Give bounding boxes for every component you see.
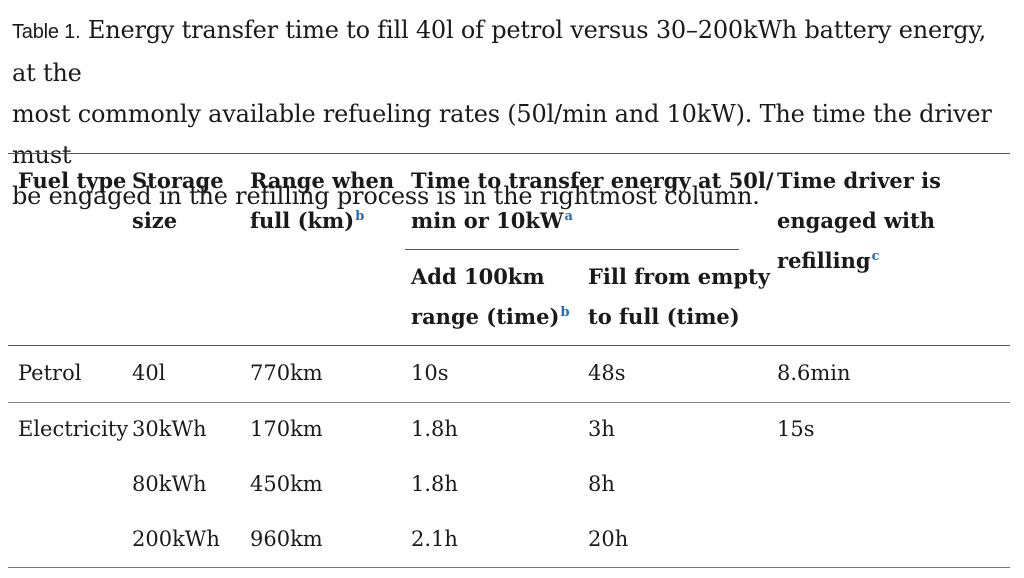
caption-line-1: Table 1. Energy transfer time to fill 40… — [12, 16, 987, 87]
cell-add-time: 10s — [411, 361, 449, 385]
header-storage-size: Storage size — [132, 168, 224, 233]
cell-range: 450km — [250, 472, 323, 496]
header-range: Range when full (km)b — [250, 168, 395, 233]
footnote-b-link[interactable]: b — [560, 305, 570, 320]
table-bottom-rule — [8, 567, 1010, 568]
cell-driver-time: 8.6min — [777, 361, 851, 385]
cell-fill-time: 3h — [588, 417, 615, 441]
footnote-b-link[interactable]: b — [355, 209, 365, 224]
caption-label: Table 1. — [12, 21, 81, 43]
header-add-100km: Add 100km range (time)b — [411, 264, 570, 329]
cell-storage: 80kWh — [132, 472, 207, 496]
cell-fill-time: 20h — [588, 527, 629, 551]
cell-storage: 30kWh — [132, 417, 207, 441]
cell-range: 960km — [250, 527, 323, 551]
table-caption: Table 1. Energy transfer time to fill 40… — [12, 10, 1012, 217]
cell-storage: 40l — [132, 361, 166, 385]
cell-fill-time: 48s — [588, 361, 626, 385]
caption-line-2: most commonly available refueling rates … — [12, 100, 992, 169]
row-separator — [8, 402, 1010, 403]
header-driver-engaged: Time driver is engaged with refillingc — [777, 168, 941, 273]
cell-add-time: 1.8h — [411, 417, 458, 441]
header-fill-empty: Fill from empty to full (time) — [588, 264, 770, 329]
cell-range: 770km — [250, 361, 323, 385]
cell-add-time: 2.1h — [411, 527, 458, 551]
cell-storage: 200kWh — [132, 527, 220, 551]
header-bottom-rule — [8, 345, 1010, 346]
header-transfer-time: Time to transfer energy at 50l/ min or 1… — [411, 168, 774, 233]
caption-line-3: be engaged in the refilling process is i… — [12, 182, 760, 210]
table-top-rule — [8, 153, 1010, 154]
footnote-c-link[interactable]: c — [871, 249, 880, 264]
cell-fuel: Electricity — [18, 417, 129, 441]
cell-driver-time: 15s — [777, 417, 815, 441]
header-group-rule — [405, 249, 739, 250]
cell-fill-time: 8h — [588, 472, 615, 496]
cell-fuel: Petrol — [18, 361, 82, 385]
cell-range: 170km — [250, 417, 323, 441]
cell-add-time: 1.8h — [411, 472, 458, 496]
footnote-a-link[interactable]: a — [564, 209, 573, 224]
header-fuel-type: Fuel type — [18, 168, 127, 193]
